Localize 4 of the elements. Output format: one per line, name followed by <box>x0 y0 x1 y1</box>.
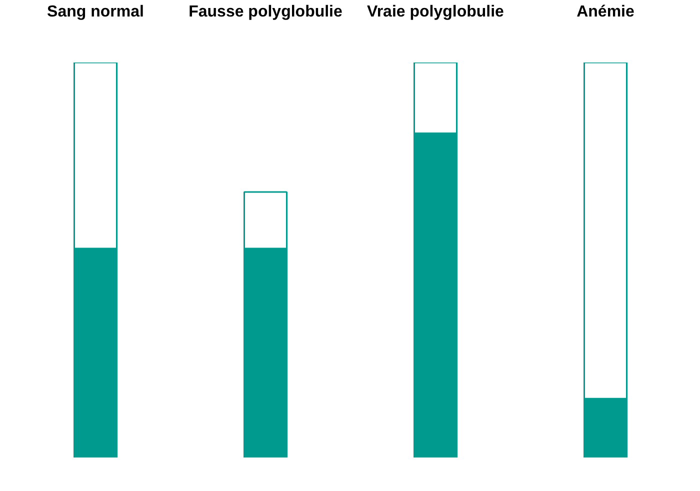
x-tick-label: Vraie polyglobulie <box>367 4 504 20</box>
x-tick-label: Sang normal <box>47 4 144 20</box>
x-tick-label: Fausse polyglobulie <box>188 4 343 20</box>
x-tick-label: Anémie <box>576 4 634 20</box>
